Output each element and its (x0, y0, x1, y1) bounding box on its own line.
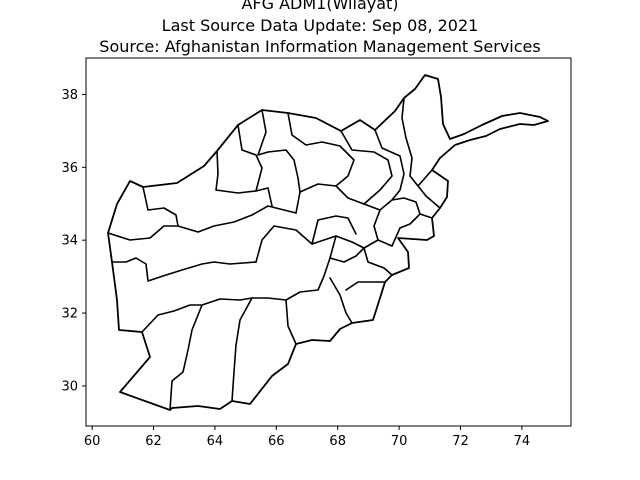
x-tick-label: 74 (514, 434, 531, 449)
boundary-c-1 (255, 225, 393, 263)
country-outline (107, 74, 549, 411)
x-tick-label: 72 (452, 434, 469, 449)
boundary-s-2 (285, 235, 337, 301)
y-tick-label: 32 (61, 307, 78, 322)
boundary-c-3 (311, 215, 357, 245)
map-subtitle-update: Last Source Data Update: Sep 08, 2021 (161, 15, 479, 35)
y-tick-label: 34 (61, 234, 78, 249)
y-tick-label: 36 (61, 161, 78, 176)
boundary-s-3 (329, 277, 353, 324)
boundary-n-2 (237, 124, 263, 192)
map-subtitle-source: Source: Afghanistan Information Manageme… (99, 37, 541, 56)
boundary-n-1 (215, 150, 273, 207)
boundary-e-5 (345, 281, 386, 291)
boundary-sw-2 (201, 297, 253, 402)
boundary-e-1 (391, 197, 433, 219)
x-tick-label: 60 (84, 434, 101, 449)
boundary-ne-1 (373, 129, 405, 241)
boundary-west-1 (142, 186, 179, 227)
x-tick-label: 70 (391, 434, 408, 449)
boundary-sw-1 (141, 304, 203, 411)
y-tick-label: 30 (61, 379, 78, 394)
boundary-west-2 (107, 205, 297, 241)
boundary-e-2 (391, 213, 421, 247)
boundary-ne-3 (417, 185, 441, 209)
map-title: AFG ADM1(Wilayat) (241, 0, 399, 13)
boundary-e-4 (329, 247, 365, 263)
boundary-n-4 (287, 112, 355, 187)
axes-frame (85, 57, 572, 427)
x-tick-label: 62 (145, 434, 162, 449)
boundary-west-3 (111, 257, 257, 282)
y-tick-label: 38 (61, 88, 78, 103)
boundary-n-3 (257, 109, 301, 193)
boundary-e-3 (363, 247, 393, 276)
x-tick-label: 64 (207, 434, 224, 449)
map-title-block: AFG ADM1(Wilayat) Last Source Data Updat… (0, 0, 640, 58)
province-boundaries (107, 74, 549, 411)
boundary-n-5 (340, 130, 393, 205)
x-tick-label: 68 (329, 434, 346, 449)
x-tick-label: 66 (268, 434, 285, 449)
